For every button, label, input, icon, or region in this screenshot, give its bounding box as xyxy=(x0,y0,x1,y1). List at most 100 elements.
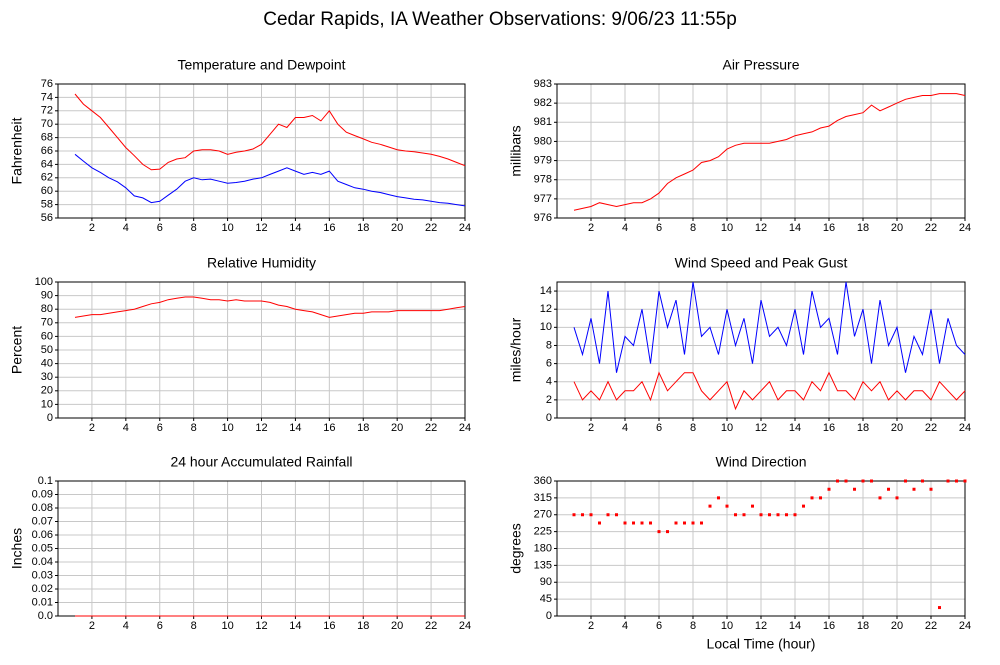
x-tick-label: 16 xyxy=(823,222,835,234)
y-tick-label: 72 xyxy=(41,105,53,117)
x-tick-label: 18 xyxy=(857,620,869,632)
data-point xyxy=(853,487,856,491)
y-tick-label: 0.0 xyxy=(38,610,53,622)
x-tick-label: 8 xyxy=(690,422,696,434)
y-tick-label: 977 xyxy=(534,193,552,205)
x-tick-label: 4 xyxy=(123,620,129,632)
y-tick-label: 0.04 xyxy=(32,556,53,568)
data-point xyxy=(666,530,669,534)
y-tick-label: 60 xyxy=(41,185,53,197)
x-tick-label: 8 xyxy=(191,422,197,434)
x-tick-label: 24 xyxy=(459,620,471,632)
y-tick-label: 0.1 xyxy=(38,475,53,487)
y-tick-label: 74 xyxy=(41,91,53,103)
data-point xyxy=(598,521,601,525)
plot-frame xyxy=(57,281,466,419)
x-tick-label: 2 xyxy=(588,422,594,434)
y-tick-label: 0 xyxy=(546,412,552,424)
y-tick-label: 2 xyxy=(546,394,552,406)
x-tick-label: 12 xyxy=(755,222,767,234)
data-point xyxy=(827,487,831,491)
x-tick-label: 18 xyxy=(357,422,369,434)
y-tick-label: 0.08 xyxy=(32,502,53,514)
x-tick-label: 24 xyxy=(459,422,471,434)
data-point xyxy=(615,513,618,517)
chart-title: 24 hour Accumulated Rainfall xyxy=(170,454,352,470)
y-axis-label: degrees xyxy=(508,523,524,574)
x-tick-label: 22 xyxy=(925,222,937,234)
data-point xyxy=(963,479,967,483)
x-tick-label: 10 xyxy=(221,422,233,434)
x-tick-label: 4 xyxy=(622,222,628,234)
y-axis-label: millibars xyxy=(508,125,524,176)
x-tick-label: 6 xyxy=(656,620,662,632)
x-tick-label: 12 xyxy=(755,620,767,632)
x-tick-label: 18 xyxy=(357,222,369,234)
data-point xyxy=(640,521,644,525)
x-tick-label: 18 xyxy=(857,422,869,434)
plot-frame xyxy=(556,83,966,219)
data-point xyxy=(921,479,924,483)
x-tick-label: 10 xyxy=(721,620,733,632)
x-axis-label: Local Time (hour) xyxy=(707,636,816,652)
y-tick-label: 980 xyxy=(534,135,552,147)
x-tick-label: 16 xyxy=(823,620,835,632)
x-tick-label: 22 xyxy=(425,222,437,234)
y-tick-label: 70 xyxy=(41,118,53,130)
data-point xyxy=(861,479,865,483)
x-tick-label: 22 xyxy=(925,422,937,434)
data-line xyxy=(573,281,966,373)
data-point xyxy=(946,479,950,483)
y-axis-label: Percent xyxy=(9,326,25,374)
y-tick-label: 0.02 xyxy=(32,583,53,595)
x-tick-label: 6 xyxy=(157,422,163,434)
chart-title: Relative Humidity xyxy=(207,255,316,271)
x-tick-label: 24 xyxy=(959,222,971,234)
y-tick-label: 100 xyxy=(35,276,53,288)
x-tick-label: 2 xyxy=(89,422,95,434)
y-tick-label: 0.09 xyxy=(32,488,53,500)
x-tick-label: 10 xyxy=(721,422,733,434)
data-point xyxy=(887,487,890,491)
x-tick-label: 20 xyxy=(391,620,403,632)
data-point xyxy=(895,496,899,500)
x-tick-label: 4 xyxy=(123,422,129,434)
x-tick-label: 8 xyxy=(191,222,197,234)
data-line xyxy=(74,93,466,171)
x-tick-label: 24 xyxy=(959,422,971,434)
x-tick-label: 2 xyxy=(89,620,95,632)
x-tick-label: 4 xyxy=(622,422,628,434)
x-tick-label: 6 xyxy=(656,422,662,434)
data-point xyxy=(674,521,678,525)
data-point xyxy=(810,496,814,500)
data-point xyxy=(572,513,576,517)
x-tick-label: 24 xyxy=(459,222,471,234)
y-tick-label: 58 xyxy=(41,199,53,211)
y-tick-label: 66 xyxy=(41,145,53,157)
data-point xyxy=(955,479,958,483)
y-tick-label: 90 xyxy=(540,576,552,588)
plot-frame xyxy=(556,480,966,617)
page-title: Cedar Rapids, IA Weather Observations: 9… xyxy=(263,9,737,30)
data-point xyxy=(938,606,941,610)
x-tick-label: 20 xyxy=(391,222,403,234)
x-tick-label: 22 xyxy=(925,620,937,632)
x-tick-label: 14 xyxy=(789,620,801,632)
x-tick-label: 6 xyxy=(157,222,163,234)
x-tick-label: 2 xyxy=(588,620,594,632)
data-point xyxy=(844,479,848,483)
y-tick-label: 0.05 xyxy=(32,542,53,554)
data-point xyxy=(606,513,610,517)
y-tick-label: 90 xyxy=(41,290,53,302)
data-point xyxy=(870,479,873,483)
data-point xyxy=(581,513,584,517)
y-tick-label: 10 xyxy=(41,398,53,410)
x-tick-label: 10 xyxy=(721,222,733,234)
data-point xyxy=(785,513,788,517)
x-tick-label: 2 xyxy=(89,222,95,234)
x-tick-label: 2 xyxy=(588,222,594,234)
data-point xyxy=(929,487,933,491)
plot-frame xyxy=(57,83,466,219)
y-tick-label: 4 xyxy=(546,376,552,388)
